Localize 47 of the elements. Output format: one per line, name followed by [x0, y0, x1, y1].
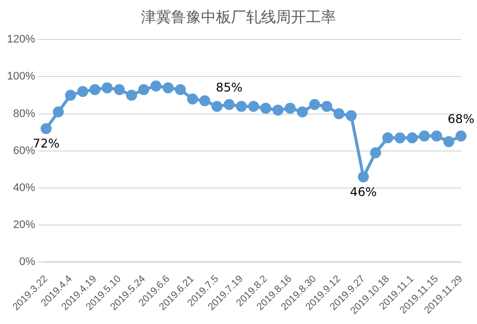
point	[370, 147, 382, 158]
y-tick-label: 40%	[13, 182, 36, 194]
data-label: 46%	[350, 184, 377, 199]
point	[199, 95, 210, 106]
point	[174, 84, 186, 96]
point	[346, 110, 357, 122]
data-label: 85%	[216, 80, 242, 95]
point	[89, 84, 100, 96]
point	[333, 108, 344, 120]
point	[126, 90, 138, 101]
point	[102, 82, 113, 94]
point	[162, 82, 174, 94]
point	[456, 130, 466, 142]
point	[296, 106, 308, 118]
point	[260, 102, 272, 114]
point	[224, 99, 235, 110]
data-label: 72%	[32, 136, 60, 151]
point	[187, 93, 198, 104]
point	[358, 171, 369, 182]
chart-title: 津冀鲁豫中板厂轧线周开工率	[140, 8, 337, 27]
point	[65, 90, 76, 101]
y-tick-label: 120%	[6, 34, 36, 46]
point	[211, 100, 222, 112]
y-tick-label: 100%	[6, 70, 36, 83]
point	[443, 136, 454, 148]
point	[284, 102, 296, 114]
point	[40, 123, 52, 134]
point	[77, 86, 88, 98]
point	[150, 80, 162, 92]
point	[321, 100, 332, 112]
y-tick-label: 60%	[13, 144, 36, 157]
data-label: 68%	[448, 112, 474, 126]
point	[431, 130, 442, 142]
y-tick-label: 80%	[13, 108, 36, 120]
y-tick-label: 0%	[19, 256, 36, 268]
point	[418, 130, 430, 142]
point	[52, 106, 64, 118]
y-tick-label: 20%	[13, 219, 36, 232]
point	[236, 100, 247, 112]
point	[394, 132, 406, 144]
point	[138, 84, 150, 96]
point	[114, 84, 125, 96]
point	[406, 132, 418, 144]
point	[248, 100, 260, 112]
point	[382, 132, 394, 144]
point	[309, 99, 320, 110]
point	[272, 104, 284, 116]
